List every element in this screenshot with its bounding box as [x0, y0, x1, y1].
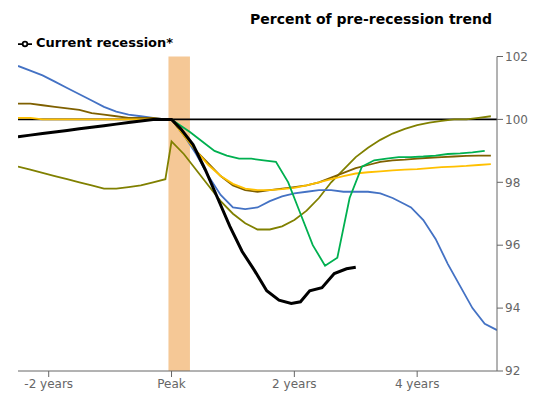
svg-text:Peak: Peak	[157, 377, 186, 391]
svg-text:102: 102	[505, 50, 528, 64]
html-text:Current recession*: Current recession*	[36, 35, 174, 50]
svg-text:94: 94	[505, 301, 520, 315]
svg-text:96: 96	[505, 238, 520, 252]
svg-text:98: 98	[505, 176, 520, 190]
svg-text:4 years: 4 years	[395, 377, 439, 391]
svg-text:-2 years: -2 years	[24, 377, 73, 391]
svg-text:2 years: 2 years	[272, 377, 316, 391]
svg-text:92: 92	[505, 364, 520, 378]
svg-text:100: 100	[505, 113, 528, 127]
html-text:Percent of pre-recession trend: Percent of pre-recession trend	[250, 11, 492, 27]
